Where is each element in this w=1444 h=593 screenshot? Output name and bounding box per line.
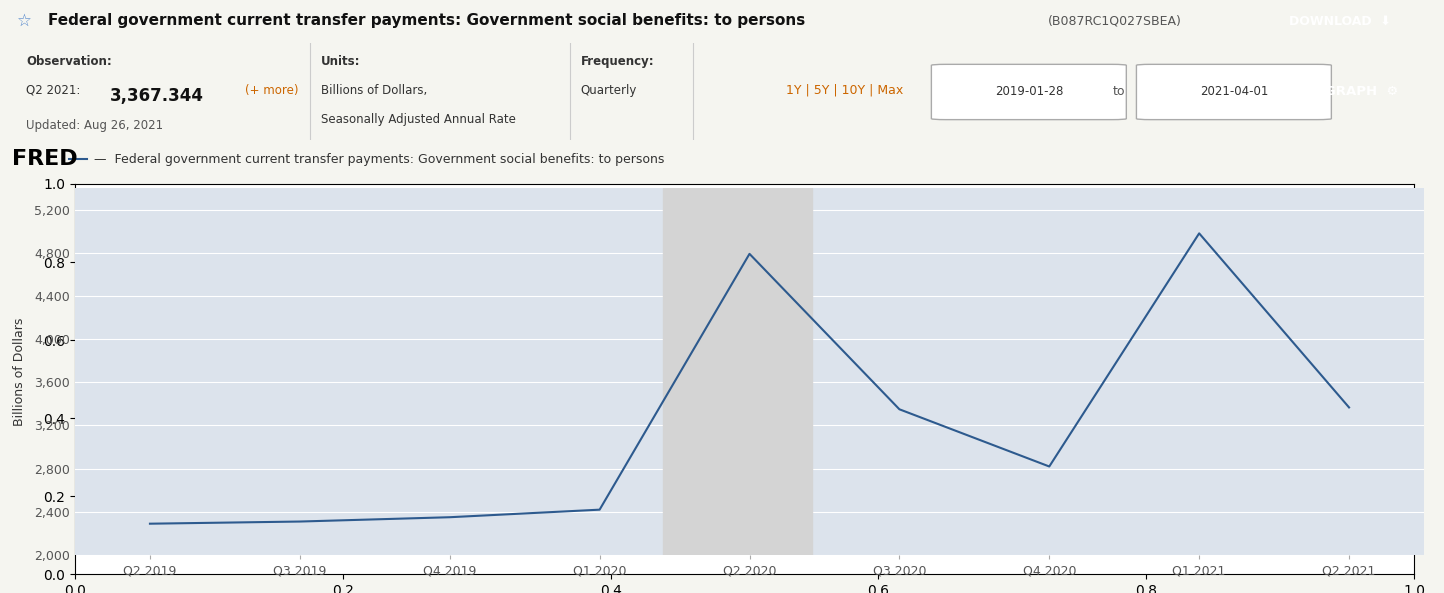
Text: FRED: FRED: [12, 149, 77, 169]
Text: to: to: [1113, 85, 1125, 98]
Text: ☆: ☆: [17, 12, 32, 30]
Text: 2021-04-01: 2021-04-01: [1200, 85, 1269, 98]
Text: Units:: Units:: [321, 55, 360, 68]
Bar: [663, 188, 813, 555]
Text: Seasonally Adjusted Annual Rate: Seasonally Adjusted Annual Rate: [321, 113, 516, 126]
Text: Q2 2021:: Q2 2021:: [26, 84, 84, 97]
FancyBboxPatch shape: [1136, 64, 1331, 120]
Text: EDIT GRAPH  ⚙: EDIT GRAPH ⚙: [1287, 85, 1398, 98]
Text: Quarterly: Quarterly: [580, 84, 637, 97]
Text: DOWNLOAD  ⬇: DOWNLOAD ⬇: [1289, 15, 1391, 28]
Text: 1Y | 5Y | 10Y | Max: 1Y | 5Y | 10Y | Max: [786, 83, 904, 96]
Text: Observation:: Observation:: [26, 55, 111, 68]
Text: —  Federal government current transfer payments: Government social benefits: to : — Federal government current transfer pa…: [94, 152, 664, 165]
Text: (+ more): (+ more): [245, 84, 299, 97]
Text: (B087RC1Q027SBEA): (B087RC1Q027SBEA): [1048, 14, 1183, 27]
Text: Federal government current transfer payments: Government social benefits: to per: Federal government current transfer paym…: [48, 13, 804, 28]
Text: 3,367.344: 3,367.344: [110, 87, 204, 104]
Text: Updated: Aug 26, 2021: Updated: Aug 26, 2021: [26, 119, 163, 132]
Y-axis label: Billions of Dollars: Billions of Dollars: [13, 317, 26, 426]
Text: Billions of Dollars,: Billions of Dollars,: [321, 84, 427, 97]
Text: Frequency:: Frequency:: [580, 55, 654, 68]
Text: 2019-01-28: 2019-01-28: [995, 85, 1064, 98]
FancyBboxPatch shape: [931, 64, 1126, 120]
